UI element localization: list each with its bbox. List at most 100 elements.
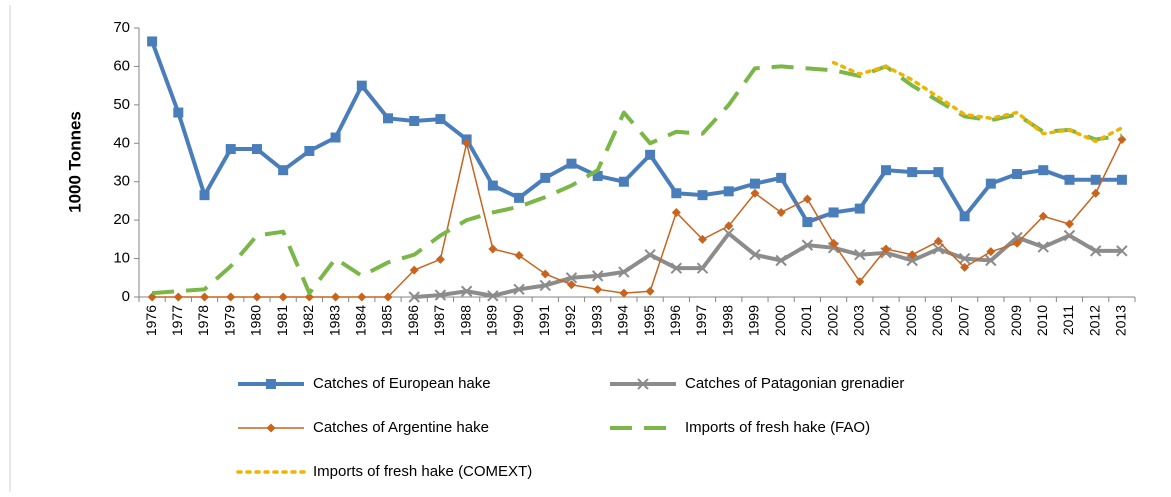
y-tick-label: 40 bbox=[113, 134, 130, 151]
marker bbox=[566, 280, 576, 290]
marker bbox=[383, 113, 393, 124]
x-tick-label: 1978 bbox=[195, 305, 211, 336]
x-tick-label: 1990 bbox=[510, 305, 526, 336]
legend-marker bbox=[266, 379, 276, 389]
marker bbox=[408, 291, 420, 303]
marker bbox=[801, 239, 814, 251]
x-tick-label: 1991 bbox=[536, 305, 552, 336]
series-line bbox=[831, 60, 1124, 144]
y-tick-label: 10 bbox=[113, 250, 130, 267]
marker bbox=[565, 272, 578, 284]
marker bbox=[697, 190, 708, 201]
marker bbox=[827, 242, 840, 254]
marker bbox=[907, 167, 918, 178]
marker bbox=[278, 292, 288, 302]
x-tick-label: 2006 bbox=[929, 305, 945, 336]
marker bbox=[696, 262, 709, 274]
series bbox=[147, 134, 1127, 302]
x-tick-label: 1996 bbox=[667, 305, 683, 336]
marker bbox=[514, 192, 525, 203]
x-tick-label: 1993 bbox=[588, 305, 604, 336]
marker bbox=[1063, 229, 1076, 242]
marker bbox=[330, 132, 341, 143]
marker bbox=[460, 285, 473, 297]
marker bbox=[645, 286, 655, 296]
marker bbox=[409, 115, 420, 126]
marker bbox=[907, 250, 917, 260]
marker bbox=[199, 190, 210, 201]
x-tick-label: 1982 bbox=[300, 305, 316, 336]
x-tick-label: 1999 bbox=[746, 305, 762, 336]
legend-label: Imports of fresh hake (FAO) bbox=[685, 419, 870, 436]
marker bbox=[304, 292, 314, 302]
marker bbox=[618, 176, 629, 187]
marker bbox=[435, 254, 445, 264]
marker bbox=[1091, 188, 1101, 198]
marker bbox=[933, 167, 944, 178]
marker bbox=[278, 165, 289, 176]
series bbox=[408, 227, 1128, 303]
marker bbox=[724, 221, 734, 231]
x-tick-label: 2003 bbox=[850, 305, 866, 336]
y-tick-label: 50 bbox=[113, 96, 130, 113]
series bbox=[831, 60, 1124, 144]
marker bbox=[1012, 238, 1022, 248]
marker bbox=[985, 254, 997, 267]
x-tick-label: 1985 bbox=[379, 305, 395, 336]
marker bbox=[698, 234, 708, 244]
marker bbox=[1038, 165, 1049, 176]
marker bbox=[723, 186, 734, 197]
marker bbox=[200, 292, 210, 302]
x-tick-label: 2010 bbox=[1034, 305, 1050, 336]
series-line bbox=[414, 231, 1122, 299]
marker bbox=[933, 236, 943, 246]
x-tick-label: 2002 bbox=[824, 305, 840, 336]
x-tick-label: 1997 bbox=[693, 305, 709, 336]
x-tick-label: 1987 bbox=[431, 305, 447, 336]
x-tick-label: 2004 bbox=[877, 305, 893, 336]
series-line bbox=[150, 40, 1122, 225]
marker bbox=[1064, 219, 1074, 229]
marker bbox=[487, 290, 499, 302]
marker bbox=[776, 207, 786, 217]
marker bbox=[539, 279, 551, 292]
y-tick-label: 20 bbox=[113, 211, 130, 228]
marker bbox=[1064, 174, 1075, 185]
marker bbox=[670, 262, 683, 274]
marker bbox=[802, 217, 813, 228]
marker bbox=[540, 172, 551, 183]
marker bbox=[749, 178, 760, 189]
legend-marker bbox=[266, 423, 276, 433]
x-tick-label: 1977 bbox=[169, 305, 185, 336]
marker bbox=[252, 292, 262, 302]
marker bbox=[959, 211, 970, 222]
marker bbox=[592, 170, 603, 181]
x-tick-label: 1989 bbox=[484, 305, 500, 336]
marker bbox=[304, 145, 315, 156]
x-tick-label: 2001 bbox=[798, 305, 814, 336]
y-tick-label: 30 bbox=[113, 173, 130, 190]
marker bbox=[383, 292, 393, 302]
marker bbox=[645, 149, 656, 160]
marker bbox=[225, 144, 236, 155]
marker bbox=[985, 178, 996, 189]
y-tick-label: 0 bbox=[122, 288, 130, 305]
x-tick-label: 1981 bbox=[274, 305, 290, 336]
x-tick-label: 2011 bbox=[1060, 305, 1076, 335]
marker bbox=[591, 270, 604, 282]
marker bbox=[1012, 169, 1023, 180]
y-axis-label: 1000 Tonnes bbox=[65, 111, 84, 213]
marker bbox=[854, 203, 865, 214]
marker bbox=[881, 165, 891, 176]
x-tick-label: 2012 bbox=[1086, 305, 1102, 336]
legend-label: Catches of Argentine hake bbox=[313, 419, 489, 436]
marker bbox=[173, 292, 183, 302]
marker bbox=[960, 262, 970, 272]
series-line bbox=[152, 139, 1123, 298]
marker bbox=[434, 289, 447, 301]
marker bbox=[829, 238, 839, 248]
marker bbox=[958, 252, 971, 265]
marker bbox=[802, 194, 812, 204]
marker bbox=[776, 172, 787, 183]
marker bbox=[854, 249, 866, 261]
